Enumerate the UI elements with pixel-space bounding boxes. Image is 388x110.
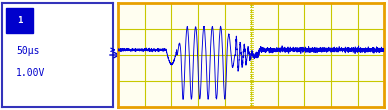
Text: 50μs: 50μs [16, 46, 40, 56]
Text: 1.00V: 1.00V [16, 68, 46, 78]
FancyBboxPatch shape [6, 8, 33, 33]
Text: 1: 1 [17, 16, 23, 25]
